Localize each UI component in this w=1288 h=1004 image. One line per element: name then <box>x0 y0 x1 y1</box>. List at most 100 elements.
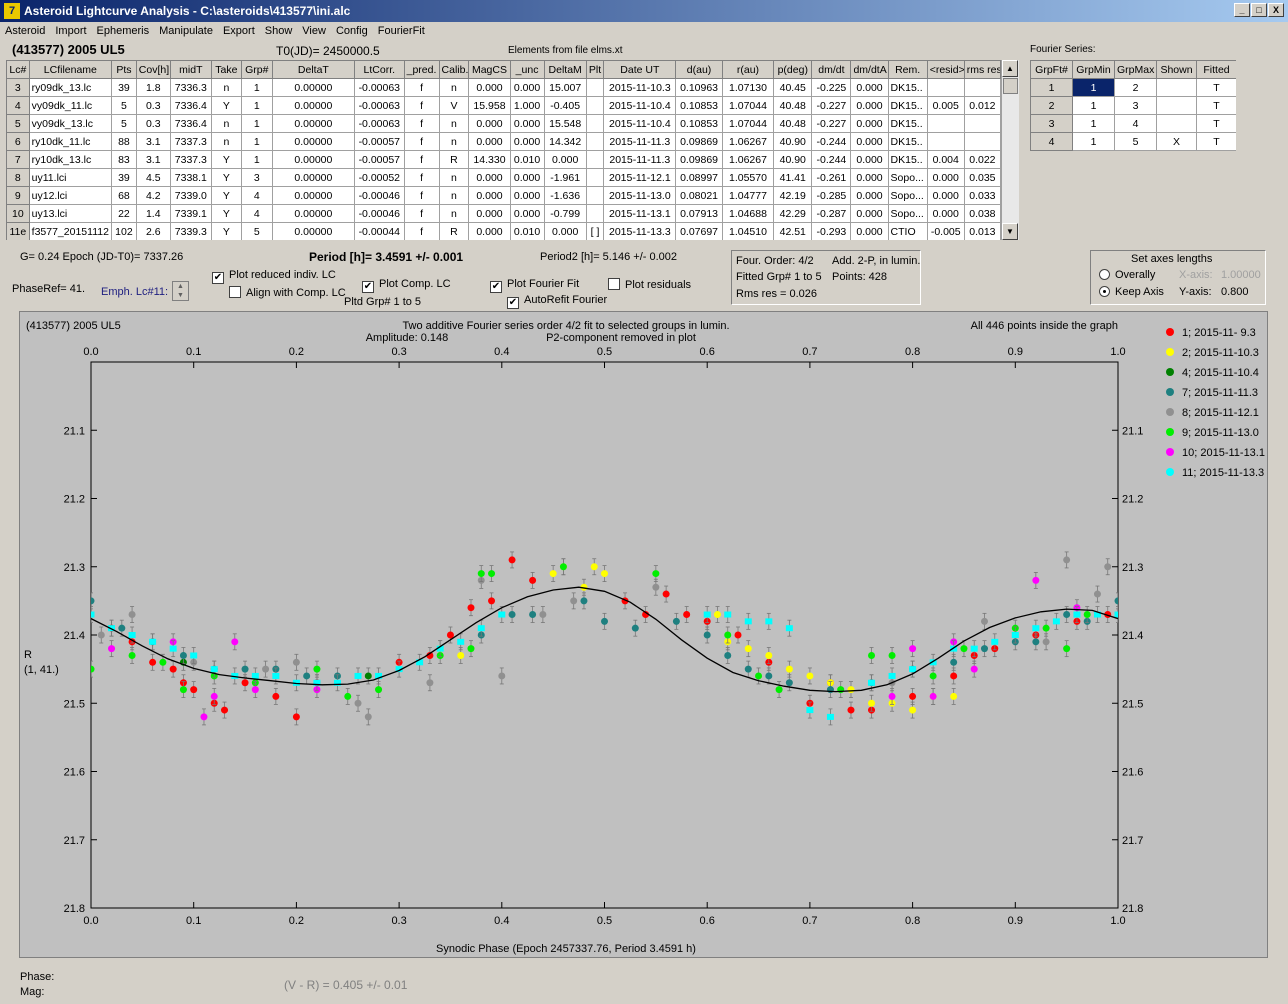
table-cell[interactable]: 0.033 <box>963 186 1001 205</box>
table-cell[interactable]: 14.330 <box>468 150 511 169</box>
table-cell[interactable] <box>926 78 965 97</box>
table-cell[interactable]: 0.000 <box>850 78 889 97</box>
table-cell[interactable]: T <box>1196 96 1236 115</box>
table-cell[interactable]: uy13.lci <box>28 204 113 223</box>
column-header[interactable]: Lc# <box>6 60 30 79</box>
table-cell[interactable]: R <box>438 150 470 169</box>
table-cell[interactable]: -1.961 <box>543 168 587 187</box>
table-cell[interactable]: 68 <box>111 186 137 205</box>
table-cell[interactable] <box>1156 114 1197 133</box>
column-header[interactable]: Pts <box>111 60 137 79</box>
column-header[interactable]: Grp# <box>240 60 273 79</box>
column-header[interactable]: MagCS <box>468 60 511 79</box>
table-cell[interactable]: -0.00063 <box>354 96 405 115</box>
table-row[interactable]: 8 uy11.lci 39 4.5 7338.1 Y 3 0.00000 -0.00052 f n 0… <box>6 168 1001 187</box>
x-axis-value[interactable]: 1.00000 <box>1221 269 1261 281</box>
row-header[interactable]: 6 <box>6 132 30 151</box>
table-cell[interactable]: n <box>210 78 242 97</box>
table-cell[interactable]: 3.1 <box>135 150 171 169</box>
minimize-button[interactable]: _ <box>1234 3 1250 17</box>
table-cell[interactable]: uy12.lci <box>28 186 113 205</box>
table-cell[interactable]: 0.09869 <box>675 150 723 169</box>
table-cell[interactable]: 2 <box>1114 78 1157 97</box>
table-cell[interactable]: 7336.3 <box>169 78 212 97</box>
table-cell[interactable] <box>585 186 605 205</box>
menu-ephemeris[interactable]: Ephemeris <box>96 25 150 37</box>
table-cell[interactable]: uy11.lci <box>28 168 113 187</box>
checkbox-box[interactable] <box>608 278 620 290</box>
table-cell[interactable]: 4 <box>240 186 273 205</box>
table-cell[interactable]: 1.04777 <box>721 186 775 205</box>
table-cell[interactable]: 0.00000 <box>271 114 356 133</box>
table-cell[interactable]: 1 <box>240 96 273 115</box>
table-cell[interactable]: n <box>438 114 470 133</box>
column-header[interactable]: GrpMin <box>1072 60 1115 79</box>
table-cell[interactable]: 0.000 <box>926 168 965 187</box>
table-cell[interactable]: 5 <box>111 96 137 115</box>
table-cell[interactable]: 4.2 <box>135 186 171 205</box>
table-cell[interactable]: 1.04688 <box>721 204 775 223</box>
menu-manipulate[interactable]: Manipulate <box>159 25 213 37</box>
table-cell[interactable]: 7339.1 <box>169 204 212 223</box>
table-cell[interactable]: -0.00044 <box>354 222 405 240</box>
table-cell[interactable]: 0.000 <box>509 132 545 151</box>
table-cell[interactable] <box>585 204 605 223</box>
checkbox-box[interactable]: ✔ <box>362 281 374 293</box>
menu-import[interactable]: Import <box>55 25 87 37</box>
table-cell[interactable]: 0.000 <box>926 186 965 205</box>
table-cell[interactable] <box>963 114 1001 133</box>
table-row[interactable]: 4 vy09dk_11.lc 5 0.3 7336.4 Y 1 0.00000 -0.00063… <box>6 96 1001 115</box>
table-cell[interactable]: 0.000 <box>850 222 889 240</box>
plot-fourier-checkbox[interactable]: ✔ Plot Fourier Fit <box>490 278 580 293</box>
table-cell[interactable]: 3 <box>1114 96 1157 115</box>
table-cell[interactable]: ry10dk_13.lc <box>28 150 113 169</box>
table-cell[interactable]: -0.287 <box>811 204 852 223</box>
table-cell[interactable]: 7337.3 <box>169 150 212 169</box>
column-header[interactable]: Calib. <box>438 60 470 79</box>
column-header[interactable]: _pred. <box>403 60 440 79</box>
table-cell[interactable]: 7336.4 <box>169 96 212 115</box>
table-cell[interactable]: 0.013 <box>963 222 1001 240</box>
column-header[interactable]: dm/dtA <box>850 60 889 79</box>
menu-fourierfit[interactable]: FourierFit <box>377 25 425 37</box>
table-cell[interactable]: 0.07913 <box>675 204 723 223</box>
table-cell[interactable]: 2015-11-13.0 <box>603 186 677 205</box>
table-cell[interactable]: n <box>210 114 242 133</box>
keep-axis-radio[interactable]: Keep Axis <box>1099 286 1164 298</box>
y-axis-value[interactable]: 0.800 <box>1221 286 1249 298</box>
table-cell[interactable]: 1 <box>240 132 273 151</box>
table-cell[interactable]: -0.227 <box>811 96 852 115</box>
table-cell[interactable]: 1.07044 <box>721 114 775 133</box>
table-cell[interactable]: 2015-11-12.1 <box>603 168 677 187</box>
table-cell[interactable]: 42.51 <box>773 222 813 240</box>
table-cell[interactable]: 1.07130 <box>721 78 775 97</box>
table-cell[interactable] <box>585 132 605 151</box>
table-cell[interactable]: DK15.. <box>887 78 928 97</box>
row-header[interactable]: 4 <box>6 96 30 115</box>
table-cell[interactable]: T <box>1196 132 1236 151</box>
plot-comp-checkbox[interactable]: ✔ Plot Comp. LC <box>362 278 451 293</box>
table-cell[interactable]: 4 <box>240 204 273 223</box>
table-cell[interactable]: 0.000 <box>850 114 889 133</box>
row-header[interactable]: 10 <box>6 204 30 223</box>
table-cell[interactable]: f <box>403 78 440 97</box>
table-cell[interactable]: 7337.3 <box>169 132 212 151</box>
table-cell[interactable]: 2015-11-10.4 <box>603 114 677 133</box>
column-header[interactable]: GrpFt# <box>1030 60 1073 79</box>
table-cell[interactable]: n <box>210 132 242 151</box>
column-header[interactable]: r(au) <box>721 60 775 79</box>
column-header[interactable]: dm/dt <box>811 60 852 79</box>
table-cell[interactable]: n <box>438 186 470 205</box>
table-cell[interactable]: 5 <box>111 114 137 133</box>
table-cell[interactable]: 0.000 <box>509 114 545 133</box>
column-header[interactable]: <resid> <box>926 60 965 79</box>
column-header[interactable]: DeltaT <box>271 60 356 79</box>
table-cell[interactable]: Y <box>210 222 242 240</box>
table-cell[interactable]: 42.19 <box>773 186 813 205</box>
table-cell[interactable]: 0.000 <box>468 114 511 133</box>
table-cell[interactable]: 3.1 <box>135 132 171 151</box>
table-cell[interactable]: Y <box>210 204 242 223</box>
table-cell[interactable]: -1.636 <box>543 186 587 205</box>
column-header[interactable]: LtCorr. <box>354 60 405 79</box>
